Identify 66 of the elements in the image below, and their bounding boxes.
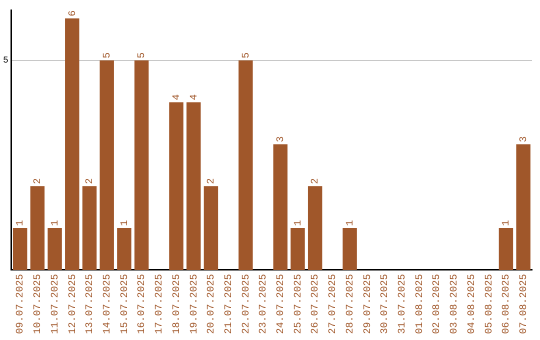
bar — [169, 102, 184, 270]
x-tick-label: 05.08.2025 — [484, 274, 496, 334]
x-tick-label: 22.07.2025 — [241, 274, 252, 334]
bar — [273, 144, 288, 270]
data-label: 1 — [293, 220, 304, 226]
x-tick-label: 11.07.2025 — [50, 274, 62, 334]
x-tick-label: 15.07.2025 — [120, 274, 131, 334]
x-tick-label: 12.07.2025 — [68, 274, 79, 334]
bar — [342, 228, 357, 270]
x-tick-label: 21.07.2025 — [224, 274, 235, 334]
x-tick-label: 28.07.2025 — [345, 274, 356, 334]
bar — [65, 18, 80, 270]
data-label: 3 — [276, 136, 288, 142]
x-tick-label: 25.07.2025 — [293, 274, 304, 334]
bar — [498, 228, 514, 270]
x-tick-label: 19.07.2025 — [189, 274, 200, 334]
bar — [516, 144, 530, 270]
bar — [134, 60, 149, 270]
x-tick-label: 03.08.2025 — [450, 274, 461, 334]
data-label: 1 — [120, 220, 131, 226]
data-label: 1 — [50, 220, 62, 226]
x-tick-label: 20.07.2025 — [206, 274, 218, 334]
bar — [308, 186, 322, 270]
x-tick-label: 31.07.2025 — [397, 274, 408, 334]
data-label: 2 — [206, 178, 218, 184]
bar — [186, 102, 201, 270]
bar — [12, 228, 28, 270]
x-tick-label: 24.07.2025 — [276, 274, 288, 334]
data-label: 1 — [345, 220, 356, 226]
data-label: 1 — [16, 220, 27, 226]
data-label: 4 — [189, 94, 200, 100]
data-label: 5 — [102, 52, 114, 58]
data-label: 2 — [85, 178, 96, 184]
x-tick-label: 17.07.2025 — [154, 274, 166, 334]
x-tick-label: 14.07.2025 — [102, 274, 114, 334]
bar — [100, 60, 114, 270]
bar — [290, 228, 305, 270]
x-tick-label: 13.07.2025 — [85, 274, 96, 334]
x-tick-label: 04.08.2025 — [466, 274, 478, 334]
x-tick-label: 07.08.2025 — [518, 274, 530, 334]
x-tick-label: 23.07.2025 — [258, 274, 270, 334]
data-label: 1 — [502, 220, 513, 226]
data-label: 3 — [518, 136, 530, 142]
x-tick-label: 06.08.2025 — [502, 274, 513, 334]
data-label: 2 — [33, 178, 44, 184]
data-label: 5 — [137, 52, 148, 58]
x-tick-label: 29.07.2025 — [362, 274, 374, 334]
data-label: 5 — [241, 52, 252, 58]
data-label: 6 — [68, 10, 79, 16]
x-tick-label: 30.07.2025 — [380, 274, 392, 334]
x-tick-label: 01.08.2025 — [414, 274, 426, 334]
data-label: 4 — [172, 94, 183, 100]
x-tick-label: 26.07.2025 — [310, 274, 322, 334]
bar — [117, 228, 132, 270]
x-tick-label: 18.07.2025 — [172, 274, 183, 334]
data-label: 2 — [310, 178, 322, 184]
x-tick-label: 27.07.2025 — [328, 274, 340, 334]
x-tick-label: 10.07.2025 — [33, 274, 44, 334]
bar — [30, 186, 45, 270]
bar — [82, 186, 97, 270]
x-tick-label: 09.07.2025 — [16, 274, 27, 334]
bar — [204, 186, 218, 270]
bar — [48, 228, 62, 270]
x-tick-label: 02.08.2025 — [432, 274, 444, 334]
x-tick-label: 16.07.2025 — [137, 274, 148, 334]
bar — [238, 60, 253, 270]
